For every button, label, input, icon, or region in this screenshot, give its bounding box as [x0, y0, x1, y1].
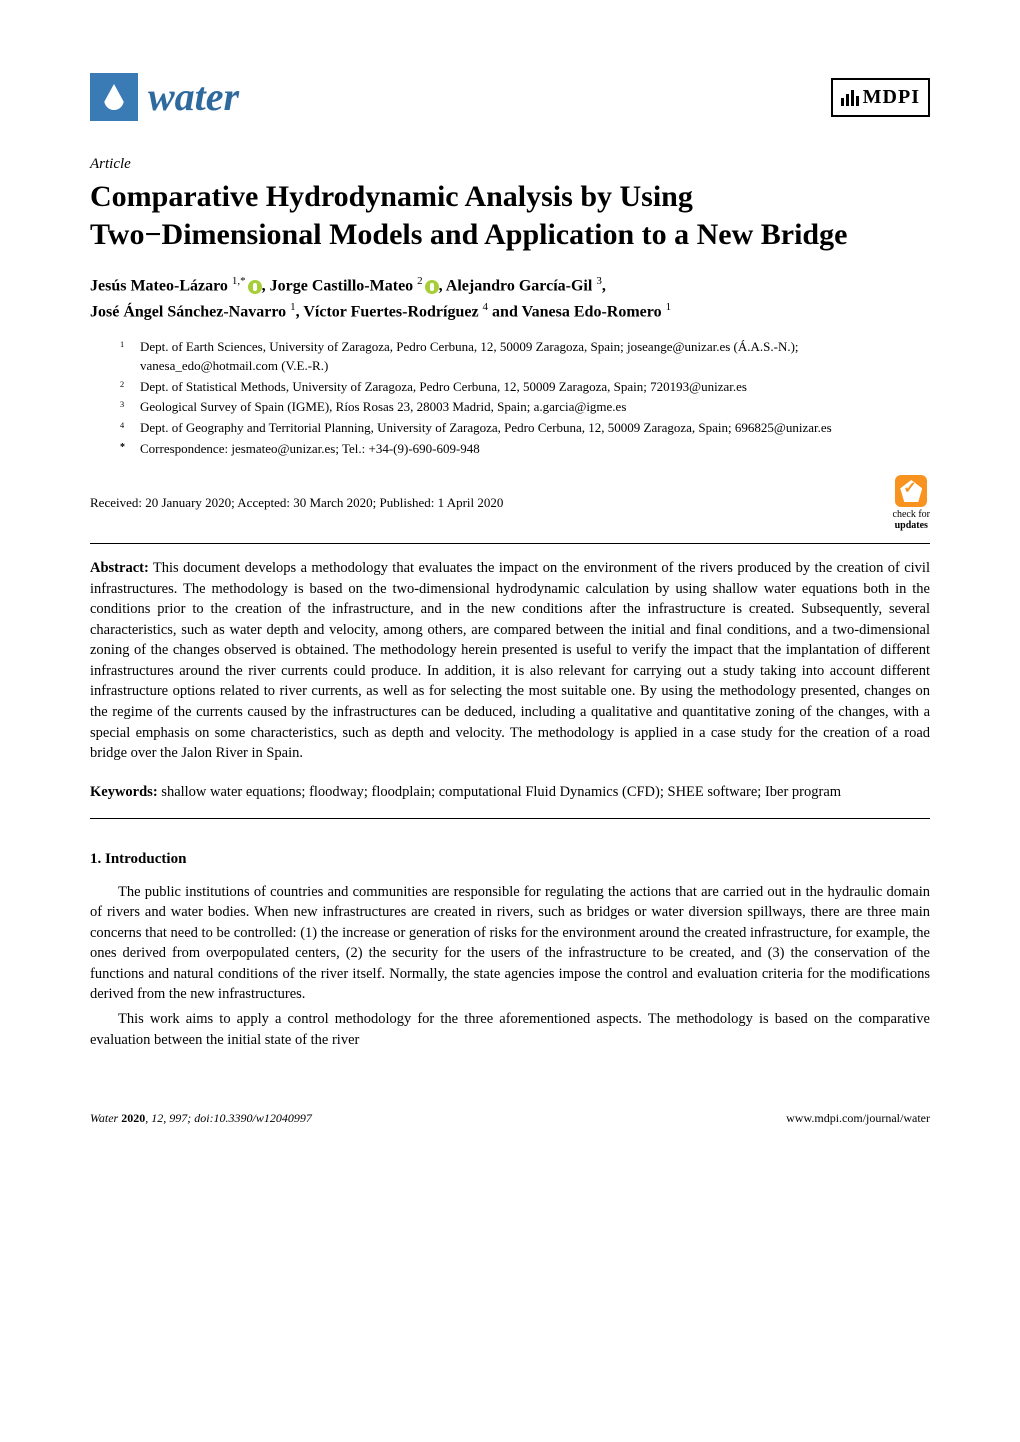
- dates-row: Received: 20 January 2020; Accepted: 30 …: [90, 475, 930, 531]
- check-updates-label-bold: updates: [895, 520, 928, 531]
- affiliation-number: 3: [120, 398, 140, 417]
- affiliation-number: 4: [120, 419, 140, 438]
- author-name: Vanesa Edo-Romero: [522, 303, 662, 320]
- mdpi-bars-icon: [841, 88, 859, 106]
- affil-sup: 4: [120, 421, 124, 430]
- water-drop-icon: [90, 73, 138, 121]
- affiliation-number: 1: [120, 338, 140, 376]
- affil-sup: 1: [120, 340, 124, 349]
- body-paragraph: This work aims to apply a control method…: [90, 1009, 930, 1050]
- author-name: Jesús Mateo-Lázaro: [90, 278, 228, 295]
- divider-line: [90, 818, 930, 819]
- affiliation-text: Geological Survey of Spain (IGME), Ríos …: [140, 398, 930, 417]
- affil-sup: 3: [120, 400, 124, 409]
- affiliation-text: Dept. of Statistical Methods, University…: [140, 378, 930, 397]
- affiliation-text: Correspondence: jesmateo@unizar.es; Tel.…: [140, 440, 930, 459]
- page-header: water MDPI: [90, 70, 930, 124]
- author-name: Alejandro García-Gil: [446, 278, 593, 295]
- affiliation-text: Dept. of Geography and Territorial Plann…: [140, 419, 930, 438]
- affiliation-text: Dept. of Earth Sciences, University of Z…: [140, 338, 930, 376]
- body-paragraph: The public institutions of countries and…: [90, 882, 930, 1005]
- footer-left: Water 2020, 12, 997; doi:10.3390/w120409…: [90, 1110, 312, 1126]
- author-sup: 3: [596, 275, 602, 287]
- abstract-label: Abstract:: [90, 560, 149, 576]
- author-sup: 1,: [232, 275, 240, 287]
- check-for-updates-link[interactable]: check for updates: [893, 475, 930, 531]
- article-title: Comparative Hydrodynamic Analysis by Usi…: [90, 178, 930, 253]
- affiliation-row: 1 Dept. of Earth Sciences, University of…: [120, 338, 930, 376]
- affiliation-row: 4 Dept. of Geography and Territorial Pla…: [120, 419, 930, 438]
- affiliations-block: 1 Dept. of Earth Sciences, University of…: [120, 338, 930, 459]
- journal-logo: water: [90, 70, 239, 124]
- page-footer: Water 2020, 12, 997; doi:10.3390/w120409…: [90, 1110, 930, 1126]
- received-accepted-published: Received: 20 January 2020; Accepted: 30 …: [90, 494, 503, 512]
- publisher-logo: MDPI: [831, 78, 930, 117]
- affiliation-number: *: [120, 440, 140, 459]
- orcid-icon[interactable]: [425, 280, 439, 294]
- affiliation-row: 2 Dept. of Statistical Methods, Universi…: [120, 378, 930, 397]
- divider-line: [90, 543, 930, 544]
- footer-journal-url[interactable]: www.mdpi.com/journal/water: [786, 1110, 930, 1126]
- section-heading: 1. Introduction: [90, 849, 930, 869]
- author-sup: 2: [417, 275, 423, 287]
- affil-star: *: [120, 442, 125, 453]
- affiliation-row: 3 Geological Survey of Spain (IGME), Río…: [120, 398, 930, 417]
- drop-shape: [104, 84, 124, 110]
- affil-sup: 2: [120, 380, 124, 389]
- footer-journal: Water: [90, 1111, 118, 1125]
- affiliation-number: 2: [120, 378, 140, 397]
- author-star: *: [240, 275, 246, 287]
- abstract-text: This document develops a methodology tha…: [90, 560, 930, 761]
- author-sup: 1: [666, 301, 672, 313]
- author-name: Jorge Castillo-Mateo: [270, 278, 414, 295]
- author-name: José Ángel Sánchez-Navarro: [90, 303, 286, 320]
- orcid-icon[interactable]: [248, 280, 262, 294]
- affiliation-row: * Correspondence: jesmateo@unizar.es; Te…: [120, 440, 930, 459]
- authors-line: Jesús Mateo-Lázaro 1,*, Jorge Castillo-M…: [90, 273, 930, 324]
- keywords-label: Keywords:: [90, 784, 158, 800]
- keywords-text: shallow water equations; floodway; flood…: [161, 784, 841, 800]
- journal-logo-text: water: [148, 70, 239, 124]
- author-name: Víctor Fuertes-Rodríguez: [303, 303, 478, 320]
- author-sup: 1: [290, 301, 296, 313]
- check-updates-label: check for: [893, 509, 930, 520]
- author-sup: 4: [483, 301, 489, 313]
- footer-year: 2020: [121, 1111, 145, 1125]
- check-updates-icon: [895, 475, 927, 507]
- keywords-block: Keywords: shallow water equations; flood…: [90, 782, 930, 803]
- article-type-label: Article: [90, 154, 930, 174]
- footer-rest: , 12, 997; doi:10.3390/w12040997: [145, 1111, 312, 1125]
- abstract-block: Abstract: This document develops a metho…: [90, 558, 930, 764]
- publisher-logo-text: MDPI: [863, 84, 920, 111]
